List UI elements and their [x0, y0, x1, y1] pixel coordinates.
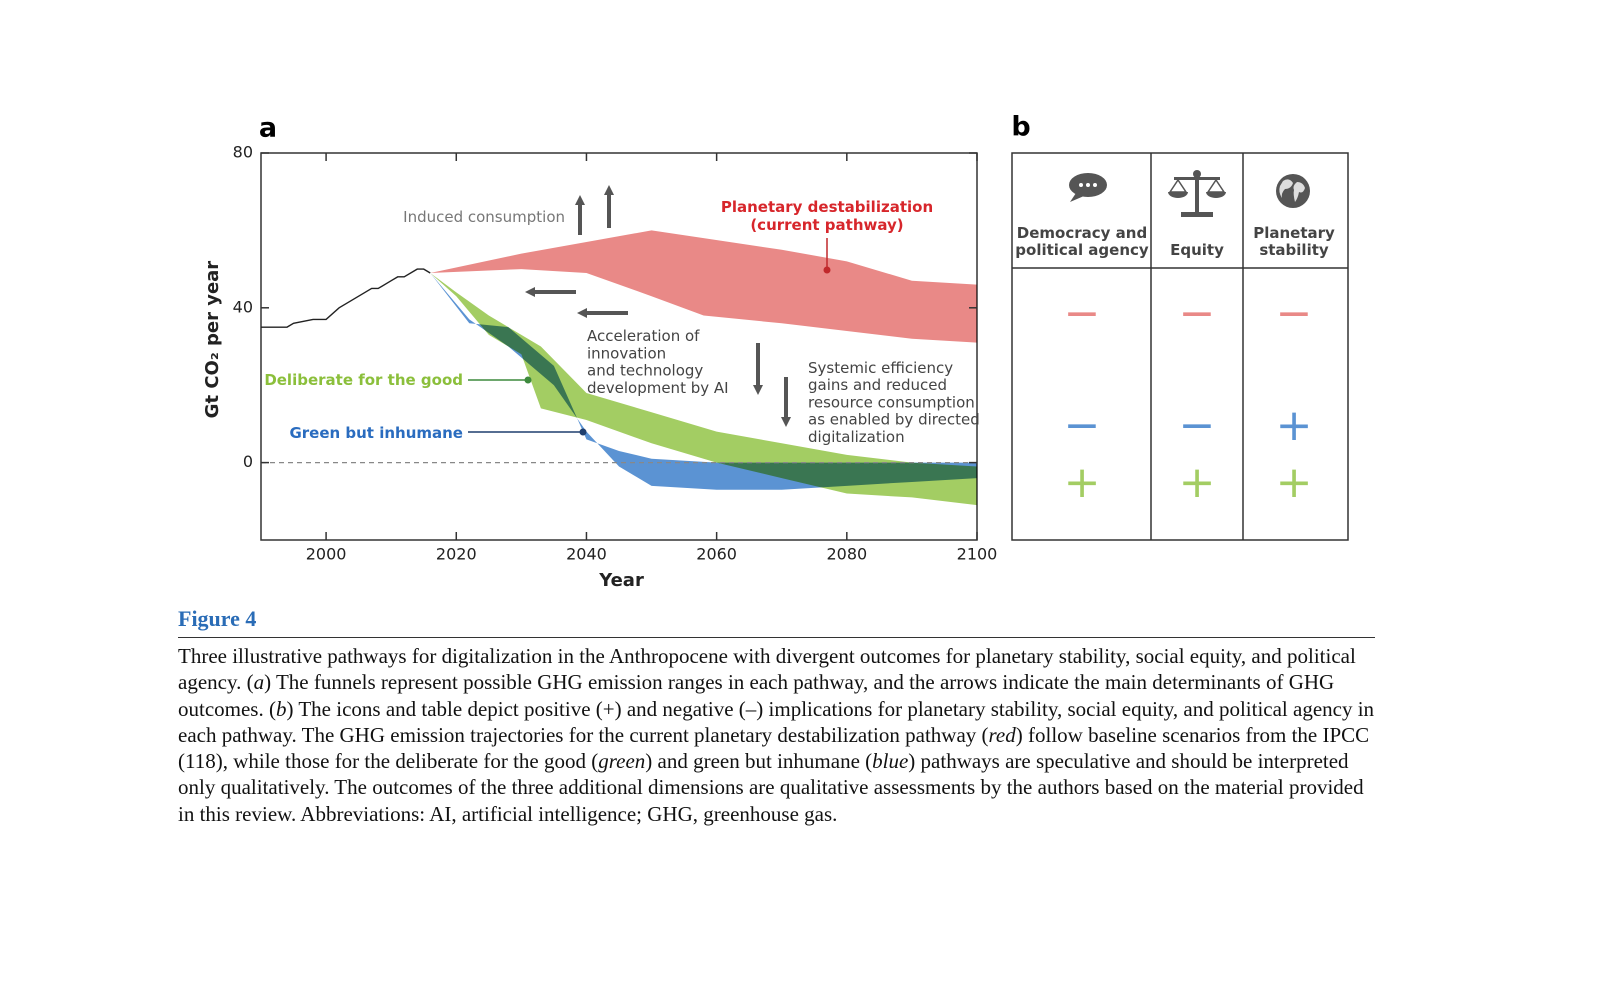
sign: +: [1276, 457, 1313, 508]
annotation-line: Induced consumption: [403, 208, 565, 226]
caption-run: ) follow baseline scenarios from the IPC…: [178, 722, 1370, 774]
plot-frame: [260, 152, 978, 541]
plot: 2000 2020 2040 2060 2080 2100 0 40 80 Year Gt CO₂ …: [202, 143, 997, 592]
series-label-line: Planetary destabilization: [721, 198, 933, 216]
caption-run: ) and green but inhumane (: [645, 749, 873, 774]
series-label-line: (current pathway): [750, 216, 903, 234]
funnel: [430, 230, 978, 343]
caption-run: ) The icons and table depict positive (+…: [178, 696, 1375, 747]
sign: −: [1179, 400, 1216, 451]
x-axis-title: Year: [598, 570, 644, 591]
sign: −: [1179, 288, 1216, 339]
annotation-line: as enabled by directed: [808, 410, 980, 428]
annotation: Acceleration of innovation and technology d…: [587, 327, 729, 397]
caption-run: blue: [872, 749, 909, 774]
annotation-line: gains and reduced: [808, 376, 947, 394]
pointer-dot: [823, 266, 831, 274]
funnel: [430, 272, 978, 490]
table: Democracy and political agency Equity Plane…: [1015, 224, 1335, 509]
caption-run: a: [253, 670, 265, 695]
annotation-line: digitalization: [808, 427, 905, 445]
sign: +: [1064, 457, 1101, 508]
x-tick-label: 2020: [436, 545, 477, 564]
table-frame: [1011, 152, 1349, 541]
icons: [1069, 170, 1310, 217]
x-tick-label: 2040: [566, 545, 607, 564]
sign: −: [1276, 288, 1313, 339]
table-border: [1011, 152, 1349, 541]
column-header: Democracy and political agency: [1015, 224, 1149, 259]
pointers: [468, 238, 831, 436]
panel-label: a: [259, 113, 277, 144]
figure: a b 2000 2020 2040 2060 2080 2100 0 40 80 Year Gt …: [202, 112, 1349, 592]
caption-run: ) The funnels represent possible GHG emi…: [178, 670, 1335, 721]
annotation-line: development by AI: [587, 378, 729, 396]
series-label-line: Green but inhumane: [289, 424, 463, 442]
annotation-line: Systemic efficiency: [808, 359, 953, 377]
column-header-line: Equity: [1170, 241, 1224, 259]
series-label: Green but inhumane: [289, 424, 463, 442]
y-axis-title: Gt CO₂ per year: [202, 261, 223, 419]
annotation-line: and technology: [587, 361, 703, 379]
column-header-line: stability: [1259, 241, 1329, 259]
caption-run: ) pathways are speculative and should be…: [178, 749, 1364, 826]
sign: +: [1179, 457, 1216, 508]
globe-icon: [1276, 174, 1310, 208]
x-tick-label: 2000: [306, 545, 347, 564]
caption-body: Three illustrative pathways for digitali…: [178, 643, 1378, 827]
column-header-line: Planetary: [1253, 224, 1335, 242]
pointer-dot: [579, 428, 587, 436]
caption-title: Figure 4: [178, 606, 257, 631]
pointer-dot: [524, 376, 532, 384]
caption-run: b: [275, 696, 287, 721]
speech-icon: [1069, 173, 1107, 202]
caption-run: green: [598, 749, 646, 774]
series-label-line: Deliberate for the good: [264, 371, 463, 389]
x-tick-label: 2060: [696, 545, 737, 564]
y-tick-label: 0: [243, 452, 253, 471]
column-header-line: Democracy and: [1017, 224, 1147, 242]
y-tick-label: 80: [233, 143, 253, 162]
column-header: Equity: [1170, 241, 1224, 259]
funnel: [430, 272, 978, 506]
caption-rule: [178, 637, 1375, 638]
annotation: Systemic efficiency gains and reduced reso…: [808, 359, 980, 446]
column-header-line: political agency: [1015, 241, 1149, 259]
caption-run: red: [988, 722, 1016, 747]
series-label: Planetary destabilization (current pathwa…: [721, 198, 933, 234]
panel-label: b: [1011, 112, 1030, 143]
scale-icon: [1168, 170, 1226, 217]
series-label: Deliberate for the good: [264, 371, 463, 389]
arrows: [525, 185, 791, 427]
annotation-line: Acceleration of: [587, 327, 700, 345]
caption-run: Three illustrative pathways for digitali…: [178, 644, 1356, 695]
annotation: Induced consumption: [403, 208, 565, 226]
y-tick-label: 40: [233, 297, 253, 316]
annotation-line: innovation: [587, 344, 666, 362]
sign: +: [1276, 400, 1313, 451]
history-line: [261, 268, 431, 328]
column-header: Planetary stability: [1253, 224, 1335, 259]
x-tick-label: 2100: [957, 545, 998, 564]
sign: −: [1064, 400, 1101, 451]
annotation-line: resource consumption: [808, 393, 975, 411]
x-tick-label: 2080: [826, 545, 867, 564]
sign: −: [1064, 288, 1101, 339]
